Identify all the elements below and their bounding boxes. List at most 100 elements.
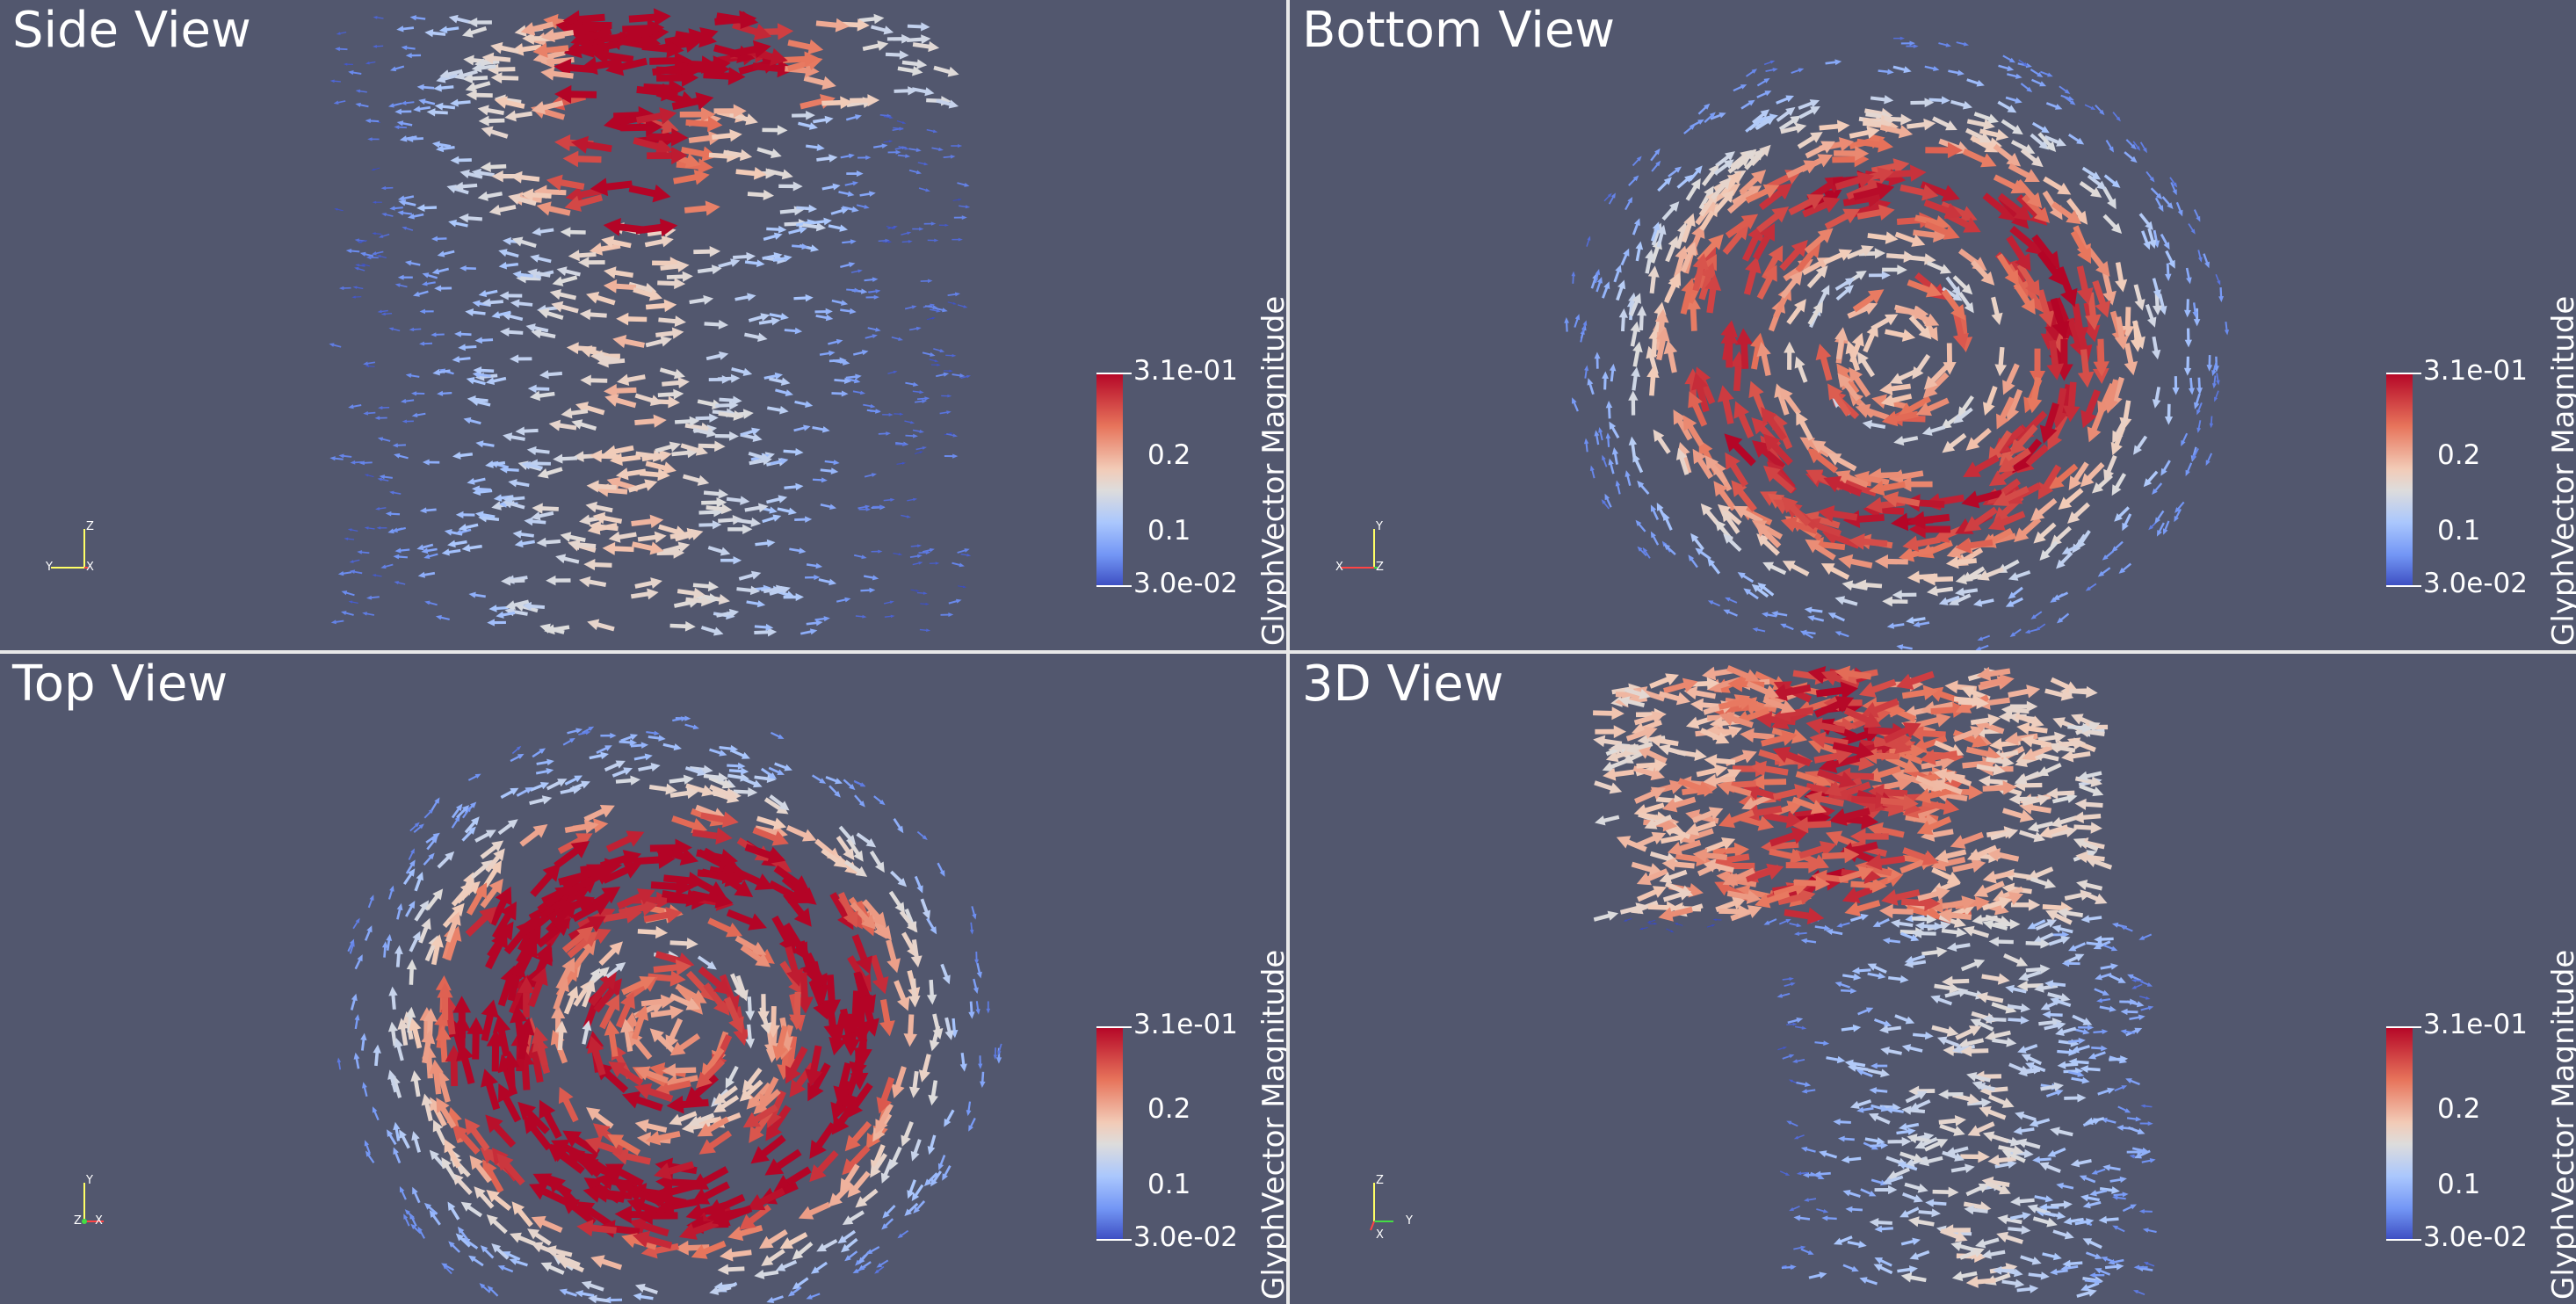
vector-glyph bbox=[2079, 181, 2102, 198]
vector-glyph bbox=[1965, 427, 1992, 451]
vector-glyph bbox=[446, 185, 469, 195]
vector-glyph bbox=[352, 286, 364, 290]
vector-glyph bbox=[365, 595, 380, 600]
vector-glyph bbox=[947, 292, 960, 297]
vector-glyph bbox=[656, 845, 699, 866]
vector-glyph bbox=[1882, 937, 1901, 945]
vector-glyph bbox=[1795, 771, 1832, 788]
vector-glyph bbox=[1661, 201, 1680, 221]
vector-glyph bbox=[1957, 696, 1989, 710]
vector-glyph bbox=[509, 354, 532, 364]
vector-glyph bbox=[2080, 388, 2101, 429]
vector-glyph bbox=[908, 978, 921, 1008]
vector-glyph bbox=[416, 543, 434, 551]
vector-glyph bbox=[646, 127, 689, 147]
vector-glyph bbox=[847, 839, 864, 862]
vector-glyph bbox=[2030, 69, 2044, 77]
vector-glyph bbox=[876, 1259, 889, 1268]
vector-glyph bbox=[1960, 959, 1986, 972]
vector-glyph bbox=[792, 1242, 814, 1260]
vector-glyph bbox=[752, 827, 789, 846]
vector-glyph bbox=[550, 1143, 585, 1175]
vector-glyph bbox=[1636, 868, 1668, 886]
vector-glyph bbox=[1628, 390, 1639, 416]
vector-glyph bbox=[675, 29, 718, 48]
vector-glyph bbox=[2015, 1111, 2037, 1122]
orientation-axes: Y X Z bbox=[1323, 520, 1393, 590]
vector-glyph bbox=[1878, 903, 1914, 919]
3d-view-pane[interactable]: 3D View 3.1e-01 0.2 0.1 3.0e-02 GlyphVec… bbox=[1290, 654, 2576, 1304]
vector-glyph bbox=[604, 1163, 644, 1187]
vector-glyph bbox=[810, 1261, 829, 1274]
vector-glyph bbox=[1982, 870, 2015, 884]
vector-glyph bbox=[2007, 1003, 2031, 1013]
vector-glyph bbox=[424, 600, 438, 606]
vector-glyph bbox=[2076, 530, 2091, 550]
colorbar-min-label: 3.0e-02 bbox=[2423, 1221, 2529, 1253]
vector-glyph bbox=[2188, 377, 2196, 395]
vector-glyph bbox=[1977, 634, 1991, 641]
vector-glyph bbox=[704, 319, 729, 330]
vector-glyph bbox=[480, 1245, 495, 1259]
vector-glyph bbox=[1637, 306, 1647, 331]
vector-glyph bbox=[1849, 913, 1869, 922]
vector-glyph bbox=[1752, 627, 1766, 633]
vector-glyph bbox=[1964, 506, 1998, 532]
vector-glyph bbox=[1849, 126, 1880, 139]
vector-glyph bbox=[409, 931, 421, 953]
vector-glyph bbox=[2031, 234, 2060, 270]
vector-glyph bbox=[2133, 284, 2145, 311]
vector-glyph bbox=[1632, 218, 1640, 235]
vector-glyph bbox=[520, 188, 552, 202]
vector-glyph bbox=[1817, 285, 1830, 308]
vector-glyph bbox=[910, 544, 923, 548]
vector-glyph bbox=[1993, 143, 2022, 167]
vector-glyph bbox=[882, 413, 894, 417]
vector-glyph bbox=[908, 169, 923, 175]
vector-glyph bbox=[758, 316, 781, 326]
vector-glyph bbox=[1851, 967, 1871, 974]
axis-left-label: X bbox=[1335, 561, 1343, 574]
vector-glyph bbox=[2020, 148, 2044, 168]
vector-glyph bbox=[1796, 1171, 1809, 1176]
vector-glyph bbox=[417, 1226, 425, 1239]
vector-glyph bbox=[1636, 758, 1668, 772]
vector-glyph bbox=[363, 411, 376, 416]
vector-glyph bbox=[1998, 64, 2015, 71]
vector-glyph bbox=[2040, 1082, 2065, 1092]
vector-glyph bbox=[2042, 1011, 2063, 1019]
vector-glyph bbox=[1996, 1231, 2023, 1244]
vector-glyph bbox=[638, 763, 661, 772]
vector-glyph bbox=[2022, 744, 2053, 761]
vector-glyph bbox=[1665, 235, 1679, 263]
vector-glyph bbox=[482, 1159, 504, 1193]
vector-glyph bbox=[785, 825, 817, 842]
vector-glyph bbox=[583, 558, 612, 571]
vector-glyph bbox=[1777, 1047, 1787, 1051]
vector-glyph bbox=[354, 267, 365, 272]
horizontal-divider[interactable] bbox=[0, 650, 2576, 654]
vector-glyph bbox=[556, 957, 575, 989]
colorbar-tick bbox=[2386, 585, 2421, 587]
vector-glyph bbox=[1921, 756, 1955, 771]
vector-glyph bbox=[405, 53, 422, 59]
vector-glyph bbox=[367, 895, 374, 909]
vector-glyph bbox=[490, 72, 519, 84]
vector-glyph bbox=[1950, 831, 1984, 849]
vector-glyph bbox=[2160, 233, 2170, 250]
vector-glyph bbox=[389, 206, 403, 211]
vector-glyph bbox=[1924, 221, 1960, 240]
vector-glyph bbox=[920, 898, 931, 920]
vector-glyph bbox=[2014, 517, 2042, 543]
top-view-pane[interactable]: Top View 3.1e-01 0.2 0.1 3.0e-02 GlyphVe… bbox=[0, 654, 1286, 1304]
side-view-pane[interactable]: Side View 3.1e-01 0.2 0.1 3.0e-02 GlyphV… bbox=[0, 0, 1286, 650]
vector-glyph bbox=[362, 1082, 368, 1098]
vector-glyph bbox=[1769, 848, 1806, 865]
vector-glyph bbox=[785, 945, 804, 987]
vector-glyph bbox=[1948, 69, 1965, 76]
vector-glyph bbox=[2077, 771, 2102, 781]
vector-glyph bbox=[1952, 858, 1986, 873]
vector-glyph bbox=[1666, 928, 1675, 933]
bottom-view-pane[interactable]: Bottom View 3.1e-01 0.2 0.1 3.0e-02 Glyp… bbox=[1290, 0, 2576, 650]
vector-glyph bbox=[462, 806, 472, 819]
